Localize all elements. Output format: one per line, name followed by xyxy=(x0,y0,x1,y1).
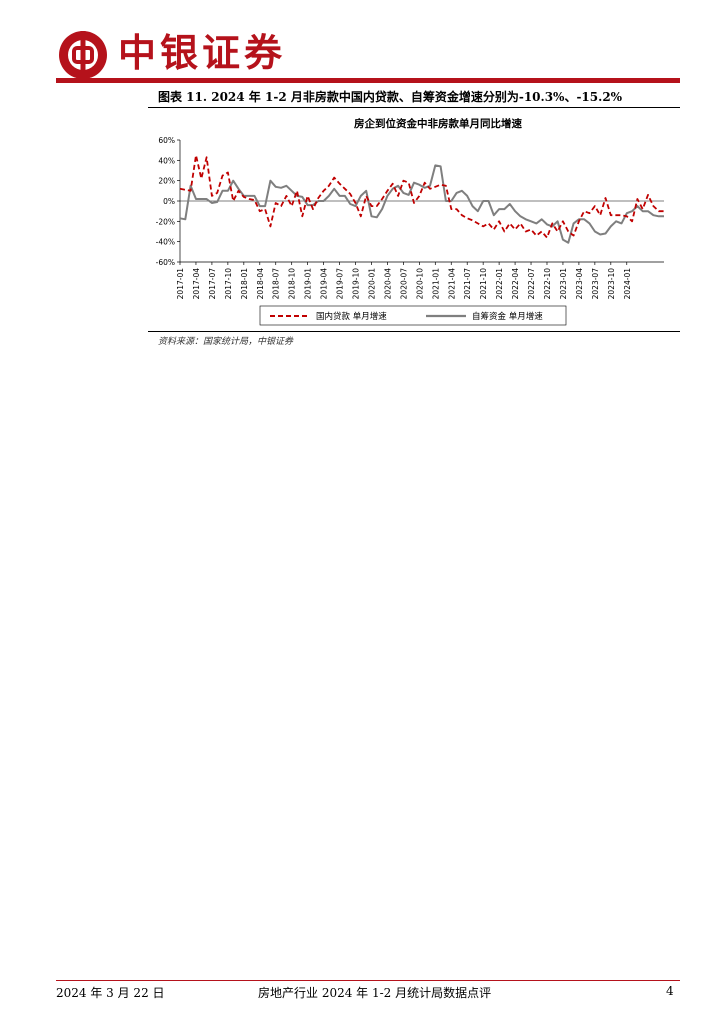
y-tick-label: -20% xyxy=(156,217,175,226)
footer-date: 2024 年 3 月 22 日 xyxy=(56,986,165,1000)
x-tick-label: 2017-07 xyxy=(208,268,217,300)
company-logo xyxy=(59,31,107,79)
brand-name: 中银证券 xyxy=(118,31,287,75)
x-tick-label: 2020-10 xyxy=(415,268,424,300)
y-tick-label: -40% xyxy=(156,238,175,247)
figure-caption-rule xyxy=(148,107,680,108)
legend-label-series1: 国内贷款 单月增速 xyxy=(316,311,387,322)
y-axis: 60% 40% 20% 0% -20% -40% -60% xyxy=(156,136,181,267)
x-tick-label: 2021-10 xyxy=(479,268,488,300)
x-tick-label: 2017-04 xyxy=(192,268,201,300)
x-tick-label: 2022-10 xyxy=(543,268,552,300)
x-tick-label: 2023-07 xyxy=(591,268,600,300)
x-tick-label: 2022-07 xyxy=(527,268,536,300)
plot-area xyxy=(179,154,664,244)
series-line-2 xyxy=(179,164,664,244)
y-tick-label: 20% xyxy=(158,177,175,186)
legend-box xyxy=(259,305,567,326)
x-tick-label: 2024-01 xyxy=(623,268,632,300)
x-tick-label: 2018-01 xyxy=(240,268,249,300)
series-line-1 xyxy=(179,154,664,239)
x-tick-label: 2019-10 xyxy=(352,268,361,300)
page-number: 4 xyxy=(666,984,674,998)
x-tick-label: 2019-07 xyxy=(336,268,345,300)
legend-label-series2: 自筹资金 单月增速 xyxy=(472,311,543,322)
figure-caption: 图表 11. 2024 年 1-2 月非房款中国内贷款、自筹资金增速分别为-10… xyxy=(158,90,623,104)
x-tick-label: 2022-04 xyxy=(511,268,520,300)
chart-legend: 国内贷款 单月增速 自筹资金 单月增速 xyxy=(259,305,567,326)
chart-container: 房企到位资金中非房款单月同比增速 60% 40% 20% 0% -20% -40% -60%… xyxy=(148,110,680,332)
x-tick-label: 2020-07 xyxy=(399,268,408,300)
x-tick-label: 2017-10 xyxy=(224,268,233,300)
y-tick-label: -60% xyxy=(156,258,175,267)
x-tick-label: 2023-01 xyxy=(559,268,568,300)
source-rule xyxy=(148,331,680,332)
x-tick-label: 2021-07 xyxy=(463,268,472,300)
header-rule xyxy=(56,78,680,83)
x-tick-label: 2019-04 xyxy=(320,268,329,300)
x-tick-label: 2017-01 xyxy=(176,268,185,300)
x-tick-label: 2020-04 xyxy=(383,268,392,300)
x-tick-label: 2021-01 xyxy=(431,268,440,300)
x-tick-label: 2021-04 xyxy=(447,268,456,300)
line-chart: 房企到位资金中非房款单月同比增速 60% 40% 20% 0% -20% -40% -60%… xyxy=(156,117,664,326)
y-tick-label: 40% xyxy=(158,156,175,165)
chart-title: 房企到位资金中非房款单月同比增速 xyxy=(354,117,522,130)
x-tick-label: 2023-04 xyxy=(575,268,584,300)
x-tick-label: 2019-01 xyxy=(304,268,313,300)
x-axis: 2017-01 2017-04 2017-07 2017-10 2018-01 2018-… xyxy=(176,261,664,300)
x-tick-label: 2022-01 xyxy=(495,268,504,300)
x-tick-label: 2018-04 xyxy=(256,268,265,300)
x-tick-label: 2023-10 xyxy=(607,268,616,300)
x-tick-label: 2018-07 xyxy=(272,268,281,300)
x-tick-label: 2018-10 xyxy=(288,268,297,300)
y-tick-label: 60% xyxy=(158,136,175,145)
footer-rule xyxy=(56,980,680,981)
y-tick-label: 0% xyxy=(163,197,175,206)
footer-title: 房地产行业 2024 年 1-2 月统计局数据点评 xyxy=(258,986,492,1000)
x-tick-label: 2020-01 xyxy=(367,268,376,300)
figure-source: 资料来源：国家统计局，中银证券 xyxy=(158,337,294,347)
